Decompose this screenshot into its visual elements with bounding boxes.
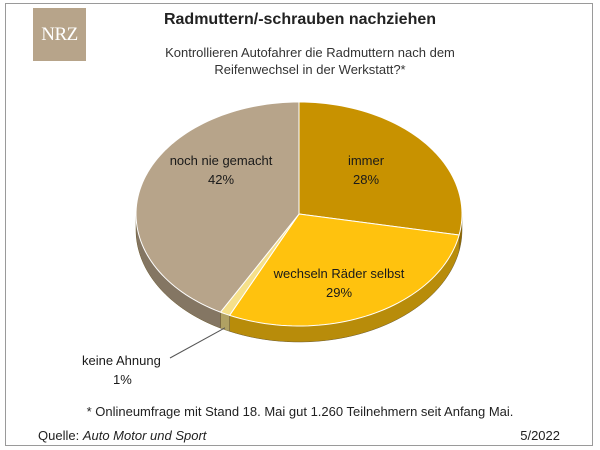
slice-label-nie: noch nie gemacht [170, 153, 273, 168]
source-name: Auto Motor und Sport [82, 428, 207, 443]
slice-label-wechseln: wechseln Räder selbst [273, 266, 405, 281]
leader-line-keine-ahnung [169, 327, 226, 359]
newspaper-logo: NRZ [33, 8, 86, 61]
pie-slice-wechseln-räder-selbst [228, 213, 460, 327]
slice-value-immer: 28% [353, 172, 379, 187]
slice-label-keine-ahnung: keine Ahnung [82, 353, 161, 368]
slice-value-keine-ahnung: 1% [113, 372, 132, 387]
slice-value-nie: 42% [208, 172, 234, 187]
slice-label-immer: immer [348, 153, 385, 168]
pie-slice-noch-nie-gemacht [135, 101, 300, 313]
publication-date: 5/2022 [520, 428, 560, 443]
pie-slice-immer [298, 101, 463, 236]
pie-slices-group [135, 101, 463, 327]
source-prefix: Quelle: [38, 428, 80, 443]
chart-subtitle: Kontrollieren Autofahrer die Radmuttern … [165, 45, 455, 77]
slice-value-wechseln: 29% [326, 285, 352, 300]
pie-labels-group: immer 28% wechseln Räder selbst 29% kein… [82, 153, 405, 387]
chart-title: Radmuttern/-schrauben nachziehen [163, 11, 437, 28]
logo-text: NRZ [41, 23, 78, 45]
footnote: * Onlineumfrage mit Stand 18. Mai gut 1.… [86, 404, 514, 419]
source-line: Quelle: Auto Motor und Sport [38, 428, 206, 443]
